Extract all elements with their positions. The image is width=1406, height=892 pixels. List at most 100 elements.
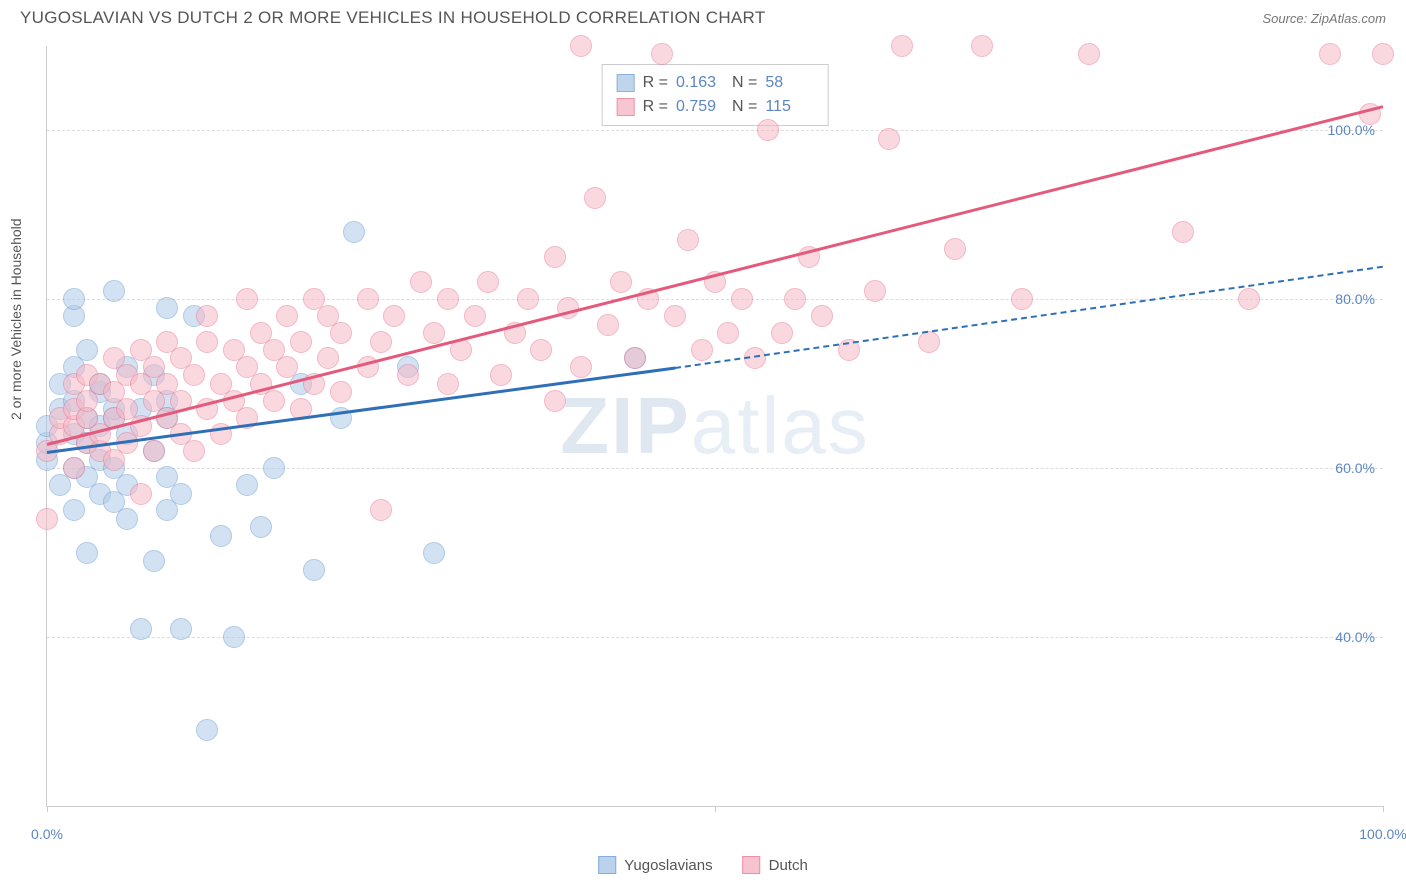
data-point bbox=[303, 559, 325, 581]
scatter-chart: ZIPatlas R = 0.163 N = 58 R = 0.759 N = 115 40.… bbox=[46, 46, 1383, 807]
data-point bbox=[76, 339, 98, 361]
gridline bbox=[47, 130, 1383, 131]
data-point bbox=[143, 550, 165, 572]
data-point bbox=[677, 229, 699, 251]
r-label: R = bbox=[643, 95, 668, 119]
data-point bbox=[236, 474, 258, 496]
data-point bbox=[757, 119, 779, 141]
source-attribution: Source: ZipAtlas.com bbox=[1262, 11, 1386, 26]
data-point bbox=[63, 288, 85, 310]
r-label: R = bbox=[643, 71, 668, 95]
legend: Yugoslavians Dutch bbox=[598, 856, 808, 874]
r-value: 0.759 bbox=[676, 95, 724, 119]
data-point bbox=[116, 508, 138, 530]
y-tick-label: 40.0% bbox=[1335, 629, 1375, 645]
y-tick-label: 60.0% bbox=[1335, 460, 1375, 476]
data-point bbox=[196, 331, 218, 353]
y-tick-label: 80.0% bbox=[1335, 291, 1375, 307]
data-point bbox=[544, 390, 566, 412]
gridline bbox=[47, 637, 1383, 638]
data-point bbox=[383, 305, 405, 327]
data-point bbox=[878, 128, 900, 150]
legend-swatch bbox=[743, 856, 761, 874]
data-point bbox=[103, 280, 125, 302]
n-value: 115 bbox=[765, 95, 813, 119]
r-value: 0.163 bbox=[676, 71, 724, 95]
data-point bbox=[944, 238, 966, 260]
data-point bbox=[651, 43, 673, 65]
data-point bbox=[276, 356, 298, 378]
legend-label: Yugoslavians bbox=[624, 857, 712, 874]
data-point bbox=[918, 331, 940, 353]
data-point bbox=[63, 457, 85, 479]
data-point bbox=[624, 347, 646, 369]
data-point bbox=[1319, 43, 1341, 65]
x-tick-mark bbox=[1383, 806, 1384, 812]
data-point bbox=[784, 288, 806, 310]
data-point bbox=[343, 221, 365, 243]
series-swatch bbox=[617, 74, 635, 92]
data-point bbox=[610, 271, 632, 293]
data-point bbox=[1238, 288, 1260, 310]
data-point bbox=[130, 618, 152, 640]
y-tick-label: 100.0% bbox=[1328, 122, 1375, 138]
data-point bbox=[63, 499, 85, 521]
watermark: ZIPatlas bbox=[560, 380, 869, 472]
data-point bbox=[196, 305, 218, 327]
data-point bbox=[691, 339, 713, 361]
data-point bbox=[477, 271, 499, 293]
data-point bbox=[437, 373, 459, 395]
data-point bbox=[717, 322, 739, 344]
x-tick-mark bbox=[715, 806, 716, 812]
data-point bbox=[170, 618, 192, 640]
data-point bbox=[36, 508, 58, 530]
gridline bbox=[47, 468, 1383, 469]
data-point bbox=[731, 288, 753, 310]
n-label: N = bbox=[732, 95, 757, 119]
legend-label: Dutch bbox=[769, 857, 808, 874]
data-point bbox=[570, 35, 592, 57]
data-point bbox=[317, 347, 339, 369]
chart-title: YUGOSLAVIAN VS DUTCH 2 OR MORE VEHICLES … bbox=[20, 8, 766, 28]
n-label: N = bbox=[732, 71, 757, 95]
data-point bbox=[263, 457, 285, 479]
data-point bbox=[183, 364, 205, 386]
stats-row: R = 0.163 N = 58 bbox=[617, 71, 814, 95]
data-point bbox=[236, 288, 258, 310]
data-point bbox=[891, 35, 913, 57]
data-point bbox=[330, 381, 352, 403]
legend-swatch bbox=[598, 856, 616, 874]
data-point bbox=[290, 331, 312, 353]
stats-row: R = 0.759 N = 115 bbox=[617, 95, 814, 119]
data-point bbox=[130, 483, 152, 505]
data-point bbox=[1372, 43, 1394, 65]
data-point bbox=[544, 246, 566, 268]
data-point bbox=[584, 187, 606, 209]
n-value: 58 bbox=[765, 71, 813, 95]
data-point bbox=[530, 339, 552, 361]
data-point bbox=[143, 440, 165, 462]
data-point bbox=[1011, 288, 1033, 310]
data-point bbox=[357, 288, 379, 310]
data-point bbox=[464, 305, 486, 327]
data-point bbox=[276, 305, 298, 327]
data-point bbox=[570, 356, 592, 378]
data-point bbox=[370, 331, 392, 353]
data-point bbox=[263, 390, 285, 412]
data-point bbox=[517, 288, 539, 310]
data-point bbox=[183, 440, 205, 462]
data-point bbox=[1078, 43, 1100, 65]
data-point bbox=[490, 364, 512, 386]
correlation-stats-box: R = 0.163 N = 58 R = 0.759 N = 115 bbox=[602, 64, 829, 126]
data-point bbox=[423, 542, 445, 564]
legend-item: Dutch bbox=[743, 856, 808, 874]
data-point bbox=[156, 297, 178, 319]
data-point bbox=[397, 364, 419, 386]
data-point bbox=[223, 626, 245, 648]
data-point bbox=[423, 322, 445, 344]
data-point bbox=[971, 35, 993, 57]
trend-line bbox=[675, 266, 1383, 369]
data-point bbox=[170, 483, 192, 505]
series-swatch bbox=[617, 98, 635, 116]
data-point bbox=[664, 305, 686, 327]
